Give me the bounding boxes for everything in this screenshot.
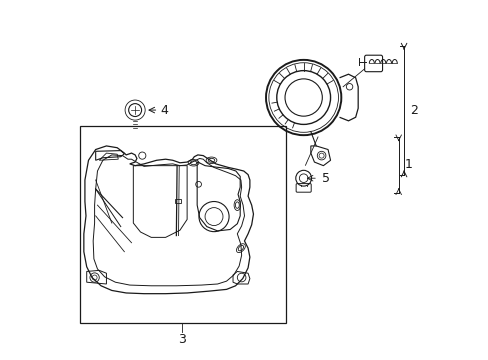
Text: 4: 4 — [160, 104, 168, 117]
Bar — [80, 126, 285, 323]
Text: 2: 2 — [410, 104, 418, 117]
Text: 1: 1 — [405, 158, 412, 171]
Text: 3: 3 — [178, 333, 185, 346]
Text: 5: 5 — [321, 172, 329, 185]
Bar — [175, 199, 181, 203]
